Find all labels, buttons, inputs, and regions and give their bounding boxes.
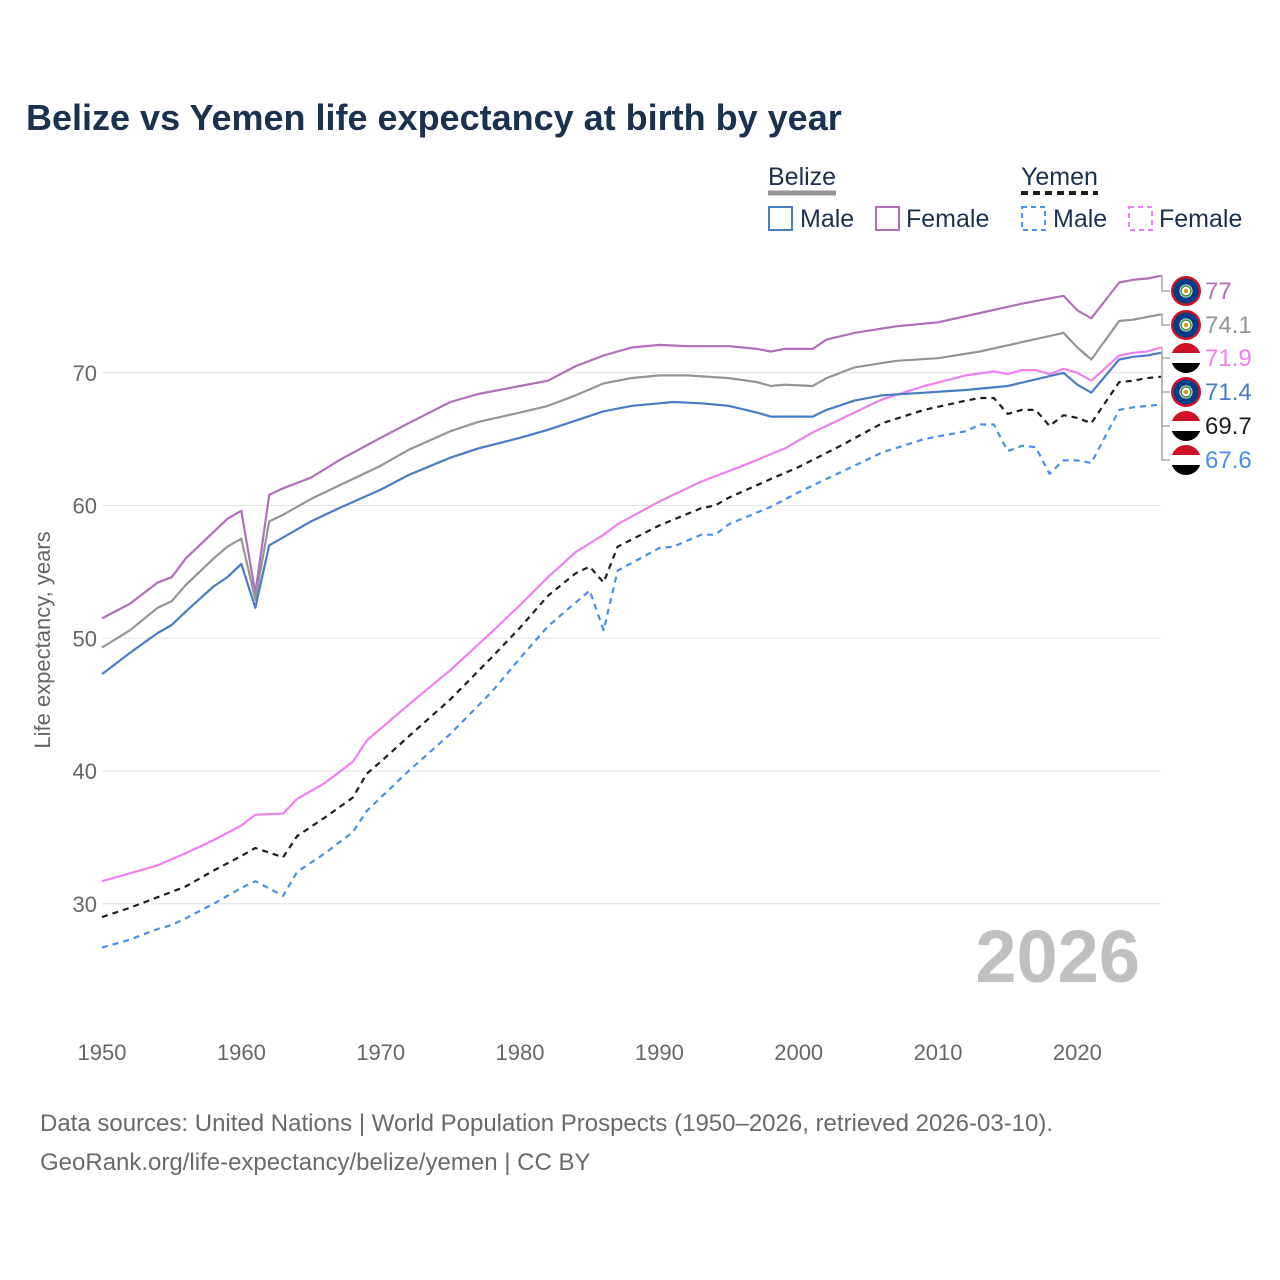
axis-ticks: 30 40 50 60 70 1950 1960 1970 1980 1990 2000 2010 20… — [73, 361, 1102, 1065]
y-tick-label: 70 — [73, 361, 97, 386]
x-tick-label: 2000 — [774, 1040, 823, 1065]
legend-swatch-yemen-female — [1128, 206, 1153, 231]
source-line-2: GeoRank.org/life-expectancy/belize/yemen… — [40, 1149, 591, 1176]
end-connector — [1161, 403, 1170, 461]
x-tick-label: 2020 — [1053, 1040, 1102, 1065]
y-axis-label: Life expectancy, years — [30, 531, 55, 748]
end-connector — [1161, 313, 1170, 326]
end-connector — [1161, 375, 1170, 427]
legend-label-belize-female: Female — [906, 205, 989, 233]
yemen-flag-icon — [1171, 445, 1201, 475]
series-line-yemen_male — [101, 403, 1162, 949]
yemen-flag-icon — [1171, 343, 1201, 373]
legend-label-yemen-male: Male — [1053, 205, 1107, 233]
series-line-yemen_total — [101, 375, 1162, 919]
legend-group-belize: Belize — [768, 163, 836, 191]
year-watermark: 2026 — [975, 915, 1140, 998]
legend-label-belize-male: Male — [800, 205, 854, 233]
belize-flag-icon — [1171, 377, 1201, 407]
legend-swatch-yemen-male — [1021, 206, 1046, 231]
end-label-belize_female: 77 — [1205, 278, 1232, 305]
end-label-yemen_total: 69.7 — [1205, 413, 1252, 440]
x-tick-label: 1980 — [496, 1040, 545, 1065]
y-tick-label: 40 — [73, 759, 97, 784]
x-tick-label: 1960 — [217, 1040, 266, 1065]
y-tick-label: 30 — [73, 892, 97, 917]
series-line-yemen_female — [101, 346, 1162, 883]
series-line-belize_female — [101, 274, 1162, 620]
belize-flag-icon — [1171, 276, 1201, 306]
legend-label-yemen-female: Female — [1159, 205, 1242, 233]
yemen-flag-icon — [1171, 411, 1201, 441]
belize-flag-icon — [1171, 310, 1201, 340]
source-line-1: Data sources: United Nations | World Pop… — [40, 1110, 1053, 1137]
x-tick-label: 1970 — [356, 1040, 405, 1065]
end-label-belize_male: 71.4 — [1205, 379, 1252, 406]
gridlines — [102, 372, 1161, 905]
chart-title: Belize vs Yemen life expectancy at birth… — [26, 97, 842, 138]
legend: Belize Male Female Yemen Male Female — [768, 163, 1242, 233]
end-labels: 77 74.1 71.9 71.4 69.7 67.6 — [1161, 275, 1252, 475]
x-tick-label: 1950 — [78, 1040, 127, 1065]
end-label-belize_total: 74.1 — [1205, 312, 1252, 339]
legend-swatch-belize-male — [768, 206, 793, 231]
end-label-yemen_male: 67.6 — [1205, 447, 1252, 474]
y-tick-label: 60 — [73, 494, 97, 519]
legend-swatch-belize-female — [875, 206, 900, 231]
series — [101, 274, 1162, 949]
x-tick-label: 1990 — [635, 1040, 684, 1065]
end-connector — [1161, 352, 1170, 393]
x-tick-label: 2010 — [914, 1040, 963, 1065]
y-tick-label: 50 — [73, 626, 97, 651]
legend-group-yemen: Yemen — [1021, 163, 1098, 191]
series-line-belize_male — [101, 351, 1162, 675]
series-line-belize_total — [101, 313, 1162, 649]
end-connector — [1161, 275, 1170, 292]
end-label-yemen_female: 71.9 — [1205, 345, 1252, 372]
